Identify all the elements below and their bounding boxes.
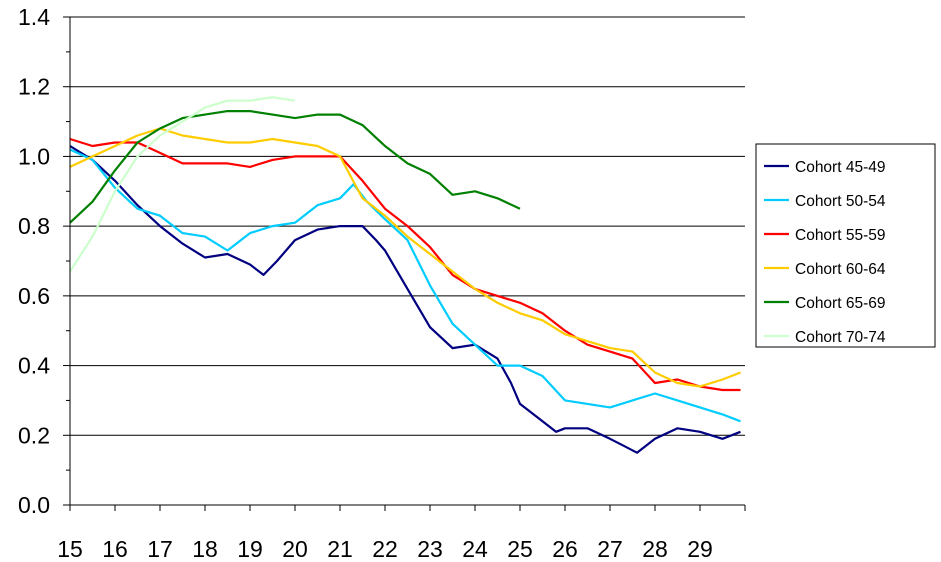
x-tick-label: 19 bbox=[237, 536, 263, 562]
series-line-6 bbox=[69, 96, 296, 273]
series-line-1 bbox=[69, 145, 741, 454]
legend-box bbox=[755, 143, 936, 348]
gridlines bbox=[70, 16, 745, 436]
legend: Cohort 45-49 Cohort 50-54 Cohort 55-59 Coho… bbox=[755, 143, 936, 348]
legend-label: Cohort 70-74 bbox=[795, 329, 886, 346]
y-tick-label: 0.8 bbox=[18, 213, 50, 239]
series-lines bbox=[69, 96, 741, 454]
x-tick-label: 15 bbox=[57, 536, 83, 562]
y-axis-tick-labels: 0.0 0.2 0.4 0.6 0.8 1.0 1.2 1.4 bbox=[18, 4, 50, 518]
legend-label: Cohort 45-49 bbox=[795, 159, 885, 176]
legend-label: Cohort 65-69 bbox=[795, 295, 885, 312]
y-tick-label: 1.4 bbox=[18, 4, 50, 30]
series-line-3 bbox=[69, 137, 741, 392]
legend-label: Cohort 55-59 bbox=[795, 227, 885, 244]
x-tick-label: 20 bbox=[282, 536, 308, 562]
y-tick-label: 1.2 bbox=[18, 74, 50, 100]
x-tick-label: 17 bbox=[147, 536, 173, 562]
x-tick-label: 22 bbox=[372, 536, 398, 562]
plot-area bbox=[70, 17, 745, 505]
x-axis-tick-labels: 15 16 17 18 19 20 21 22 23 24 25 26 27 28 29 bbox=[57, 536, 713, 562]
x-tick-label: 26 bbox=[552, 536, 578, 562]
x-tick-label: 21 bbox=[327, 536, 353, 562]
x-tick-label: 24 bbox=[462, 536, 488, 562]
series-line-5 bbox=[69, 109, 521, 224]
x-tick-label: 28 bbox=[642, 536, 668, 562]
series-line-2 bbox=[69, 148, 741, 423]
y-tick-label: 0.0 bbox=[18, 492, 50, 518]
axes bbox=[63, 16, 746, 511]
legend-label: Cohort 50-54 bbox=[795, 193, 886, 210]
x-tick-label: 23 bbox=[417, 536, 443, 562]
x-tick-label: 16 bbox=[102, 536, 128, 562]
x-tick-label: 29 bbox=[687, 536, 713, 562]
y-tick-label: 0.6 bbox=[18, 283, 50, 309]
y-tick-label: 0.4 bbox=[18, 353, 50, 379]
legend-label: Cohort 60-64 bbox=[795, 261, 886, 278]
series-line-4 bbox=[69, 127, 741, 388]
x-tick-label: 18 bbox=[192, 536, 218, 562]
x-tick-label: 27 bbox=[597, 536, 623, 562]
y-tick-label: 1.0 bbox=[18, 143, 50, 169]
x-tick-label: 25 bbox=[507, 536, 533, 562]
y-tick-label: 0.2 bbox=[18, 422, 50, 448]
